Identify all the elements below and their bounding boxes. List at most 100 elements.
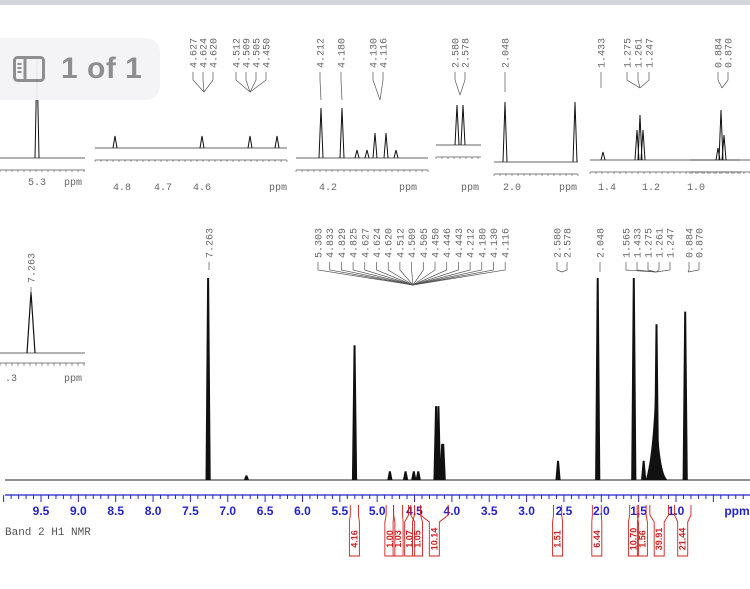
inset-tick-label: ppm — [559, 183, 577, 194]
spectrum-peak — [205, 278, 211, 481]
peak-shift-label: 4.825 — [350, 228, 361, 258]
spectrum-peak — [555, 460, 561, 481]
peak-shift-label: 1.247 — [646, 38, 657, 68]
peak-shift-label: 4.130 — [370, 38, 381, 68]
integral-labels: 4.16 1.001.03 1.071.05 10.14 1.51 6.44 10.701.… — [348, 505, 692, 557]
peak-shift-label: 5.303 — [315, 228, 326, 258]
peak-shift-label: 4.212 — [467, 228, 478, 258]
integral-value: 1.07 — [405, 530, 415, 548]
peak-shift-label: 1.275 — [624, 38, 635, 68]
peak-shift-label: 7.263 — [28, 253, 39, 283]
inset-plot — [589, 114, 741, 174]
inset-plot — [493, 101, 579, 176]
peak-shift-label: 4.505 — [420, 228, 431, 258]
peak-shift-label: 4.833 — [326, 228, 337, 258]
axis-tick-label: 9.0 — [70, 504, 87, 518]
axis-tick-label: 3.0 — [518, 504, 535, 518]
peak-shift-label: 0.884 — [686, 228, 697, 258]
axis-tick-label: 2.5 — [556, 504, 573, 518]
main-spectrum-trace — [5, 278, 750, 481]
inset-tick-label: 1.2 — [642, 183, 660, 194]
inset-plot — [435, 104, 481, 159]
integral-value: 6.44 — [592, 530, 602, 548]
main-peak-labels: 7.263 5.303 4.833 4.829 4.825 4.627 4.624 4.620… — [206, 228, 707, 286]
axis-tick-label: 6.0 — [294, 504, 311, 518]
sidebar-panel-icon — [13, 56, 45, 82]
peak-shift-label: 4.116 — [380, 38, 391, 68]
integral-value: 4.16 — [349, 530, 359, 548]
axis-tick-label: ppm — [724, 504, 749, 518]
spectrum-peak — [595, 278, 601, 481]
spectrum-peak — [415, 471, 421, 481]
peak-shift-label: 2.580 — [554, 228, 565, 258]
peak-shift-label: 4.505 — [253, 38, 264, 68]
inset-tick-label: 4.7 — [154, 183, 172, 194]
peak-shift-label: 1.433 — [634, 228, 645, 258]
peak-shift-label: 1.261 — [656, 228, 667, 258]
peak-shift-label: 4.116 — [502, 228, 513, 258]
inset-tick-label: 1.0 — [687, 183, 705, 194]
peak-shift-label: 7.263 — [206, 228, 217, 258]
peak-shift-label: 2.578 — [462, 38, 473, 68]
peak-shift-label: 0.884 — [715, 38, 726, 68]
peak-shift-label: 0.870 — [725, 38, 736, 68]
inset-tick-label: ppm — [461, 183, 479, 194]
inset-tick-label: 4.8 — [113, 183, 131, 194]
inset-tick-label: ppm — [64, 178, 82, 189]
integral-value: 1.03 — [393, 530, 403, 548]
integral-value: 1.05 — [413, 530, 423, 548]
spectrum-title: Band 2 H1 NMR — [5, 527, 91, 539]
peak-shift-label: 2.048 — [597, 228, 608, 258]
spectrum-peak — [411, 471, 417, 481]
integral-value: 1.51 — [553, 530, 563, 548]
axis-tick-label: 5.0 — [369, 504, 386, 518]
peak-shift-label: 1.433 — [598, 38, 609, 68]
peak-shift-label: 4.829 — [338, 228, 349, 258]
inset-tick-label: 5.3 — [28, 178, 46, 189]
spectrum-peak — [435, 406, 442, 481]
peak-shift-label: 2.048 — [502, 38, 513, 68]
spectrum-peak — [402, 471, 409, 481]
spectrum-peak — [682, 311, 688, 481]
axis-tick-label: 7.0 — [219, 504, 236, 518]
peak-shift-label: 4.212 — [317, 38, 328, 68]
axis-tick-label: 8.5 — [107, 504, 124, 518]
window-top-border — [0, 0, 750, 5]
inset-plot — [0, 57, 85, 172]
axis-tick-label: 1.0 — [668, 504, 685, 518]
axis-tick-label: 8.0 — [145, 504, 162, 518]
integral-value: 39.91 — [654, 528, 664, 551]
peak-shift-label: 1.275 — [645, 228, 656, 258]
axis-tick-label: 3.5 — [481, 504, 498, 518]
peak-shift-label: 4.624 — [373, 228, 384, 258]
peak-shift-label: 4.446 — [443, 228, 454, 258]
inset-plot — [94, 135, 288, 162]
peak-shift-label: 4.512 — [233, 38, 244, 68]
integral-value: 1.56 — [637, 530, 647, 548]
integral-value: 21.44 — [678, 528, 688, 551]
axis-tick-label: 4.0 — [444, 504, 461, 518]
integral-value: 1.00 — [385, 530, 395, 548]
inset-tick-label: 4.6 — [193, 183, 211, 194]
peak-shift-label: 1.565 — [623, 228, 634, 258]
spectrum-peak — [351, 345, 358, 481]
peak-shift-label: 4.130 — [490, 228, 501, 258]
peak-shift-label: 4.620 — [385, 228, 396, 258]
svg-text:.3: .3 — [5, 374, 17, 385]
peak-shift-label: 4.450 — [432, 228, 443, 258]
peak-shift-label: 2.580 — [452, 38, 463, 68]
peak-shift-label: 4.180 — [478, 228, 489, 258]
page-indicator-badge[interactable]: 1 of 1 — [0, 38, 160, 100]
spectrum-peak — [243, 475, 250, 481]
peak-shift-label: 4.512 — [396, 228, 407, 258]
peak-shift-label: 0.870 — [696, 228, 707, 258]
inset-tick-label: ppm — [269, 183, 287, 194]
axis-tick-label: 5.5 — [331, 504, 348, 518]
peak-shift-label: 4.450 — [263, 38, 274, 68]
page-indicator-text: 1 of 1 — [61, 52, 143, 85]
svg-text:ppm: ppm — [64, 374, 82, 385]
peak-shift-label: 2.578 — [564, 228, 575, 258]
inset-tick-label: ppm — [399, 183, 417, 194]
inset-plot — [295, 107, 429, 172]
